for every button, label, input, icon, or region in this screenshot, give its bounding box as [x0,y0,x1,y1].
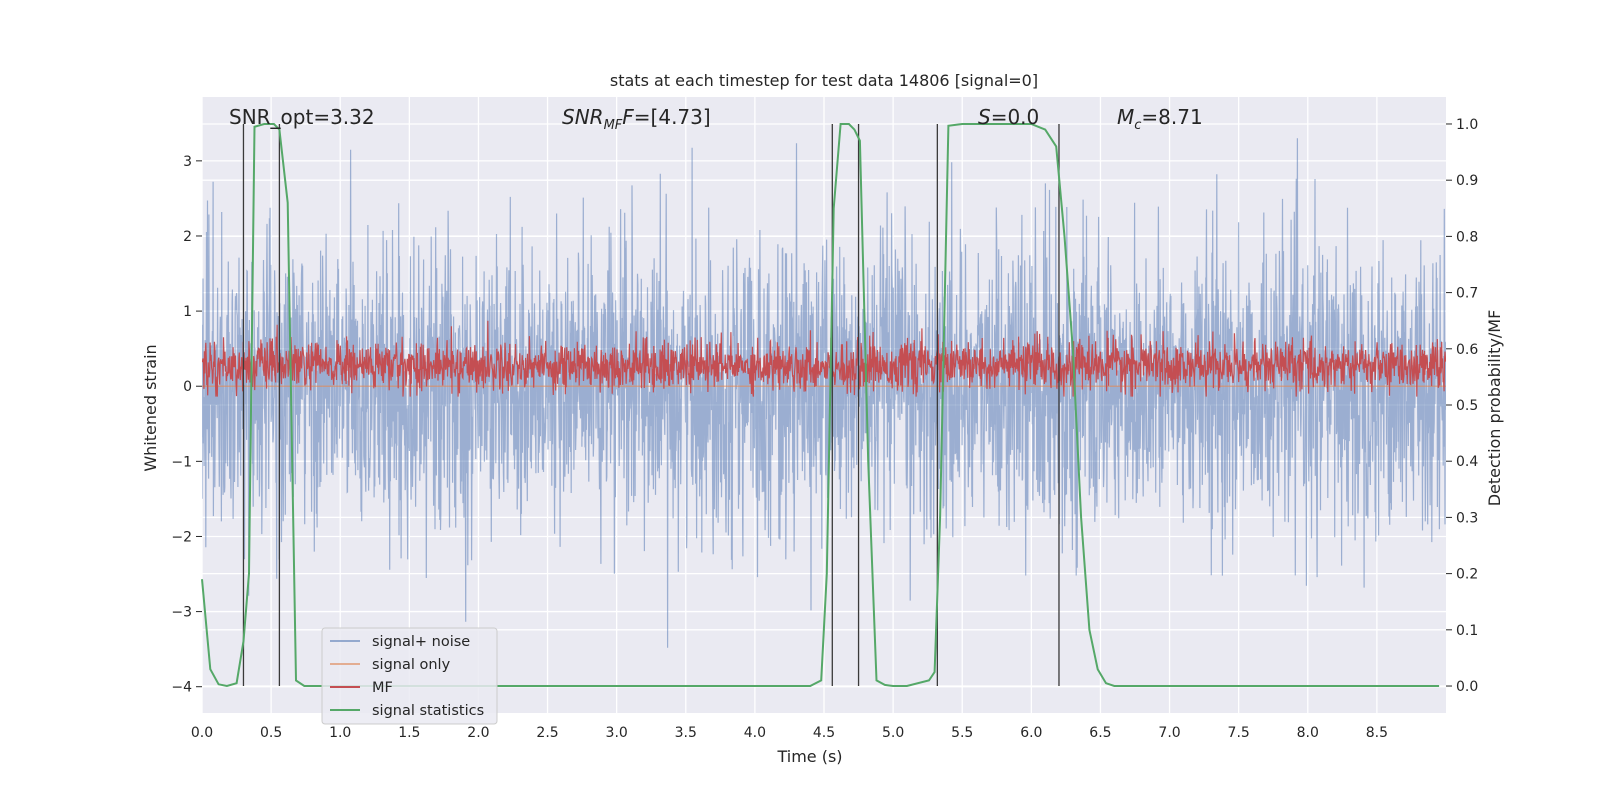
y2-axis-label: Detection probability/MF [1485,310,1504,507]
annotation-s-rest: =0.0 [991,105,1040,129]
y-axis-label: Whitened strain [141,344,160,471]
y2-tick-label: 0.6 [1456,342,1478,358]
x-tick-label: 8.5 [1366,725,1388,741]
legend-box [321,627,498,725]
legend-label: signal only [372,657,451,673]
y2-tick-label: 0.7 [1456,286,1478,302]
y2-tick-label: 1.0 [1456,117,1478,133]
x-tick-label: 3.0 [606,725,628,741]
y2-tick-label: 0.0 [1456,679,1478,695]
x-tick-label: 2.0 [467,725,489,741]
annotation-snr-mf-main: SNR [562,105,604,129]
y2-tick-label: 0.2 [1456,567,1478,583]
x-axis-label: Time (s) [776,747,842,766]
y2-tick-label: 0.1 [1456,623,1478,639]
annotation-snr-mf-sub: MF [604,118,623,133]
axes: 0.0 0.5 1.0 1.5 2.0 2.5 3.0 3.5 4.0 4.5 5.0 5.5 6.0 6… [171,117,1478,741]
x-tick-label: 1.5 [398,725,420,741]
annotation-s: S=0.0 [978,105,1039,129]
y2-tick-label: 0.8 [1456,229,1478,245]
annotation-mc: Mc=8.71 [1117,105,1203,133]
y-tick-label: 1 [183,304,192,320]
y2-tick-label: 0.4 [1456,454,1478,470]
x-tick-label: 2.5 [536,725,558,741]
annotation-mc-rest: =8.71 [1141,105,1202,129]
x-tick-label: 0.0 [191,725,213,741]
y2-tick-label: 0.9 [1456,173,1478,189]
series-signal-plus-noise [202,138,1446,648]
annotation-mc-main: M [1117,105,1134,129]
legend: signal+ noise signal only MF signal statist… [321,627,498,725]
annotation-s-main: S [978,105,991,129]
y2-tick-label: 0.5 [1456,398,1478,414]
series-signal-statistics [201,123,1440,688]
x-tick-label: 4.5 [813,725,835,741]
annotation-mc-sub: c [1134,118,1141,133]
y2-tick-label: 0.3 [1456,510,1478,526]
x-tick-label: 7.0 [1158,725,1180,741]
x-tick-label: 6.0 [1020,725,1042,741]
y-tick-label: 3 [183,154,192,170]
x-tick-label: 4.0 [744,725,766,741]
y-tick-label: 2 [183,229,192,245]
legend-label: MF [372,680,393,696]
y-tick-label: −3 [171,605,192,621]
x-tick-label: 3.5 [675,725,697,741]
y-tick-label: −4 [171,680,192,696]
annotation-snr-mf-rest: =[4.73] [634,105,711,129]
annotation-snr-mf: SNRMFF=[4.73] [562,105,711,133]
x-tick-label: 5.0 [882,725,904,741]
y-tick-label: 0 [183,379,192,395]
annotation-snr-opt: SNR_opt=3.32 [229,105,375,129]
legend-label: signal statistics [372,703,484,719]
x-tick-label: 6.5 [1089,725,1111,741]
y-tick-label: −2 [171,529,192,545]
x-tick-label: 1.0 [329,725,351,741]
y-tick-label: −1 [171,454,192,470]
legend-label: signal+ noise [372,634,470,650]
data-layer [202,138,1446,648]
x-tick-label: 8.0 [1297,725,1319,741]
x-tick-label: 0.5 [260,725,282,741]
x-tick-label: 5.5 [951,725,973,741]
vertical-markers [201,123,1440,688]
series-mf [202,320,1446,397]
chart-title: stats at each timestep for test data 148… [610,71,1038,90]
x-tick-label: 7.5 [1228,725,1250,741]
